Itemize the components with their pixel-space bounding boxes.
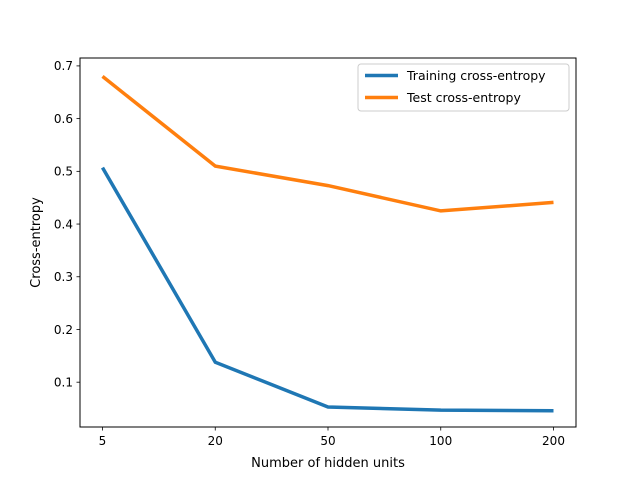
x-axis-label: Number of hidden units — [251, 456, 405, 471]
y-tick-label: 0.3 — [54, 270, 73, 284]
legend-box — [357, 63, 570, 112]
series-line-training — [100, 166, 554, 413]
legend-label-test: Test cross-entropy — [406, 90, 521, 105]
y-axis: 0.1 0.2 0.3 0.4 0.5 0.6 0.7 — [54, 59, 80, 389]
series-line-test — [101, 75, 554, 213]
y-tick-label: 0.7 — [54, 59, 73, 73]
x-axis: 5 20 50 100 200 — [99, 427, 565, 448]
series-lines — [100, 75, 554, 413]
y-tick-label: 0.4 — [54, 217, 73, 231]
y-tick-label: 0.1 — [54, 375, 73, 389]
x-tick-label: 5 — [99, 434, 107, 448]
y-axis-label: Cross-entropy — [29, 197, 44, 288]
x-tick-label: 200 — [542, 434, 565, 448]
legend: Training cross-entropy Test cross-entrop… — [357, 63, 570, 112]
y-tick-label: 0.5 — [54, 165, 73, 179]
y-tick-label: 0.2 — [54, 323, 73, 337]
x-tick-label: 50 — [320, 434, 335, 448]
x-tick-label: 100 — [429, 434, 452, 448]
x-tick-label: 20 — [208, 434, 223, 448]
legend-label-training: Training cross-entropy — [406, 68, 546, 83]
y-tick-label: 0.6 — [54, 112, 73, 126]
